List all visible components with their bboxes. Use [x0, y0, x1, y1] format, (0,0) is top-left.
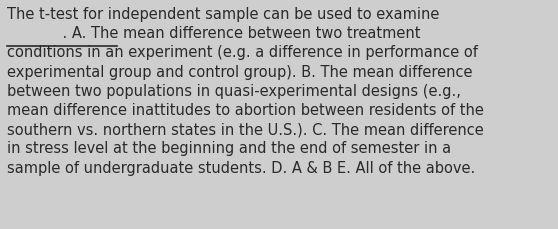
Text: The t-test for independent sample can be used to examine
            . A. The me: The t-test for independent sample can be… [7, 7, 484, 175]
